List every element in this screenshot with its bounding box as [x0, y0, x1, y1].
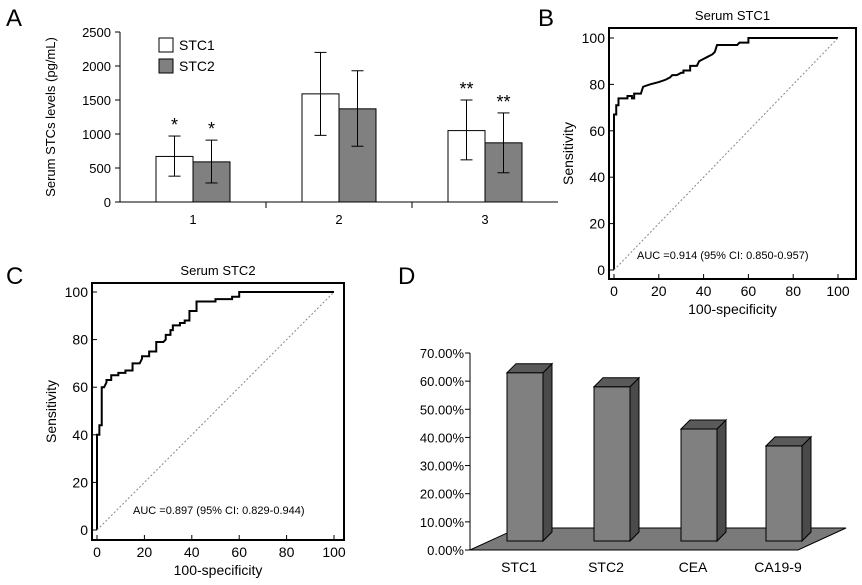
reference-line [613, 37, 839, 271]
bar-side [716, 418, 727, 543]
bar-top [679, 419, 728, 430]
bar [301, 93, 340, 203]
x-axis-label: 100-specificity [174, 562, 263, 578]
legend-swatch [158, 37, 174, 53]
bar [506, 372, 544, 542]
significance-mark: * [208, 119, 215, 139]
y-tick-label: 20 [72, 474, 88, 490]
x-tick-label: 40 [696, 283, 712, 299]
auc-annotation: AUC =0.914 (95% CI: 0.850-0.957) [637, 250, 809, 262]
chart-title: Serum STC2 [180, 263, 255, 278]
panel-label: B [538, 5, 554, 32]
y-tick-label: 30.00% [420, 459, 465, 474]
panel-label: A [6, 5, 22, 32]
x-tick-label: 60 [741, 283, 757, 299]
panel-c: Serum STC2 0 20 40 60 80 100 0 20 40 60 80 100 AUC =0… [43, 263, 346, 578]
x-tick-label: CEA [679, 559, 708, 575]
legend-label: STC1 [179, 37, 215, 53]
auc-annotation: AUC =0.897 (95% CI: 0.829-0.944) [133, 505, 305, 517]
y-tick-label: 0.00% [427, 543, 464, 558]
x-tick-label: CA19-9 [754, 559, 802, 575]
y-tick-label: 2500 [82, 25, 111, 40]
significance-mark: ** [459, 79, 473, 99]
x-axis-label: 100-specificity [688, 301, 777, 317]
x-tick-label: 100 [826, 283, 850, 299]
bar-side [629, 376, 640, 543]
y-tick-label: 80 [589, 76, 605, 92]
y-tick-label: 1500 [82, 93, 111, 108]
bar [593, 386, 631, 542]
x-tick-label: 1 [189, 212, 196, 227]
x-tick-label: STC2 [588, 559, 624, 575]
x-tick-label: 20 [651, 283, 667, 299]
y-tick-label: 500 [89, 161, 111, 176]
y-axis-label: Sensitivity [560, 122, 576, 185]
chart-floor [469, 527, 847, 551]
y-tick-label: 40 [589, 169, 605, 185]
x-tick-label: 2 [335, 212, 342, 227]
x-tick-label: 20 [137, 544, 153, 560]
y-tick-label: 60 [72, 379, 88, 395]
roc-curve [96, 291, 334, 530]
y-tick-label: 100 [582, 30, 606, 46]
x-tick-label: 3 [481, 212, 488, 227]
x-tick-label: 80 [785, 283, 801, 299]
y-tick-label: 2000 [82, 59, 111, 74]
legend-swatch [158, 58, 174, 74]
x-tick-label: 80 [279, 544, 295, 560]
y-tick-label: 40.00% [420, 430, 465, 445]
y-tick-label: 70.00% [420, 346, 465, 361]
y-tick-label: 20.00% [420, 487, 465, 502]
y-axis-label: Serum STCs levels (pg/mL) [43, 37, 58, 197]
bar-top [505, 363, 554, 374]
panel-label: D [398, 263, 415, 290]
roc-curve [613, 37, 838, 270]
significance-mark: ** [496, 92, 510, 112]
panel-b: Serum STC1 0 20 40 60 80 100 0 20 40 60 80 100 AUC =0… [560, 8, 857, 317]
bar-side [542, 362, 553, 543]
y-tick-label: 20 [589, 216, 605, 232]
bar-top [592, 377, 641, 388]
y-tick-label: 0 [597, 262, 605, 278]
plot-frame [91, 282, 345, 541]
bar [765, 445, 803, 542]
y-tick-label: 50.00% [420, 402, 465, 417]
legend-label: STC2 [179, 58, 215, 74]
x-tick-label: STC1 [501, 559, 537, 575]
y-tick-label: 60 [589, 123, 605, 139]
chart-title: Serum STC1 [695, 8, 770, 23]
x-tick-label: 0 [93, 544, 101, 560]
bar-top [764, 436, 813, 447]
reference-line [96, 291, 335, 531]
y-tick-label: 10.00% [420, 515, 465, 530]
y-axis-label: Sensitivity [43, 380, 59, 443]
y-tick-label: 100 [65, 284, 89, 300]
panel-label: C [6, 263, 23, 290]
x-tick-label: 40 [184, 544, 200, 560]
bar [680, 428, 718, 542]
plot-frame [608, 27, 857, 280]
panel-d: 0.00% 10.00% 20.00% 30.00% 40.00% 50.00% 60.00… [420, 346, 847, 575]
y-tick-label: 80 [72, 332, 88, 348]
y-tick-label: 1000 [82, 127, 111, 142]
x-tick-label: 60 [231, 544, 247, 560]
significance-mark: * [171, 115, 178, 135]
y-tick-label: 40 [72, 427, 88, 443]
x-tick-label: 100 [322, 544, 346, 560]
y-tick-label: 60.00% [420, 374, 465, 389]
x-tick-label: 0 [610, 283, 618, 299]
y-tick-label: 0 [80, 522, 88, 538]
bar-side [801, 435, 812, 543]
y-tick-label: 0 [104, 195, 111, 210]
